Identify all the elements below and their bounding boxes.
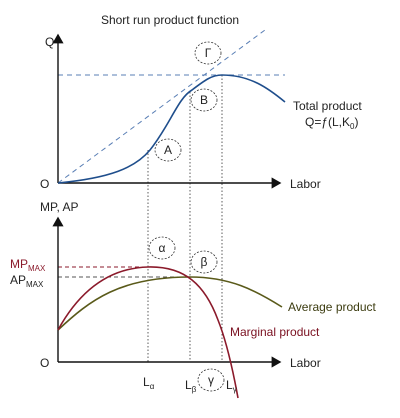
point-label: A [164, 143, 172, 157]
text: γ [233, 385, 237, 394]
y-axis-label: Q [45, 35, 54, 49]
point-bubble [148, 236, 176, 260]
function-label: Q=ƒ(L,K0) [305, 115, 358, 131]
point-bubble [190, 250, 218, 274]
point-label: α [159, 241, 166, 255]
text: ) [354, 115, 358, 129]
point-bubble [190, 88, 218, 112]
text: β [192, 385, 197, 394]
marginal-label: Marginal product [230, 325, 320, 339]
point-label: β [201, 255, 208, 269]
point-bubble [154, 138, 182, 162]
average-label: Average product [288, 300, 377, 314]
curve-label: Total product [293, 99, 362, 113]
x-axis-label: Labor [290, 356, 321, 370]
point-bubble [197, 368, 225, 392]
origin-label: O [40, 177, 49, 191]
text: Q=ƒ(L,K [305, 115, 350, 129]
text: MAX [28, 264, 46, 273]
point-label: B [200, 93, 208, 107]
y-axis-label: MP, AP [40, 200, 78, 214]
mp-max-label: MPMAX [10, 257, 46, 273]
text: α [150, 382, 155, 391]
total-product-curve [57, 74, 286, 184]
text: 0 [350, 122, 355, 131]
ray-line [57, 29, 266, 184]
point-label: γ [208, 373, 214, 387]
point-label: Γ [205, 46, 212, 60]
x-label: Lβ [185, 378, 197, 394]
text: L [185, 378, 192, 392]
x-axis-label: Labor [290, 177, 321, 191]
text: MAX [26, 280, 44, 289]
x-label: Lγ [226, 378, 237, 394]
text: L [226, 378, 233, 392]
point-bubble [194, 41, 222, 65]
text: L [143, 375, 150, 389]
marginal-product-curve [57, 266, 239, 399]
text: AP [10, 273, 26, 287]
text: MP [10, 257, 28, 271]
x-label: Lα [143, 375, 155, 391]
title: Short run product function [101, 13, 239, 27]
ap-max-label: APMAX [10, 273, 44, 289]
average-product-curve [57, 276, 283, 331]
origin-label: O [40, 356, 49, 370]
